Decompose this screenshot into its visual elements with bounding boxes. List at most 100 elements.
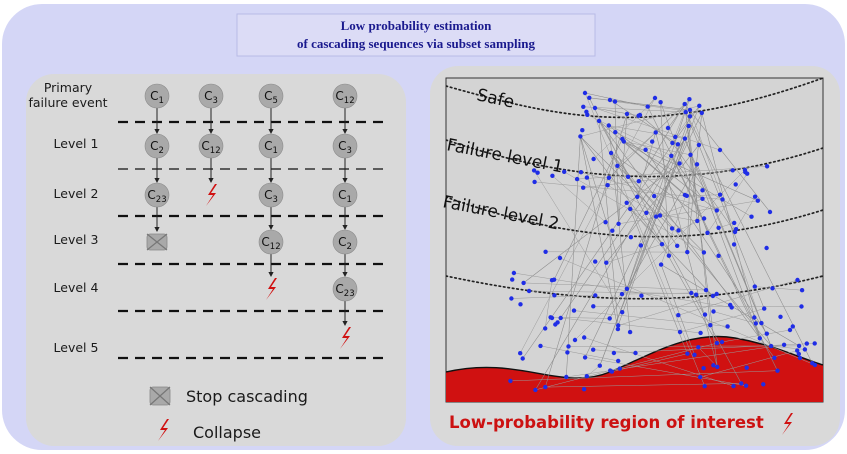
sample-point xyxy=(550,173,555,178)
trajectory-line xyxy=(626,202,670,256)
sample-point xyxy=(612,99,618,104)
trajectory-line xyxy=(580,105,700,137)
sample-point xyxy=(778,314,783,319)
sample-point xyxy=(627,329,633,335)
sample-point xyxy=(708,323,713,328)
sample-point xyxy=(572,337,578,343)
trajectory-line xyxy=(672,142,736,233)
sample-point xyxy=(714,291,719,297)
collapse-icon xyxy=(782,413,793,435)
sample-point xyxy=(804,341,809,346)
component-label: C12 xyxy=(335,89,354,106)
sample-point xyxy=(593,293,598,298)
sample-point xyxy=(518,351,523,356)
sample-point xyxy=(764,164,770,169)
trajectory-line xyxy=(587,114,672,157)
sample-point xyxy=(585,112,590,118)
sample-point xyxy=(616,221,621,226)
trajectory-line xyxy=(566,136,581,378)
trajectory-line xyxy=(535,138,686,391)
sample-point xyxy=(652,95,658,101)
sample-point xyxy=(606,175,612,180)
sample-point xyxy=(695,218,700,224)
sample-point xyxy=(582,90,588,96)
sample-point xyxy=(796,351,801,357)
trajectory-line xyxy=(560,317,701,334)
level-label-1: Level 1 xyxy=(54,136,99,151)
legend-stop: Stop cascading xyxy=(149,386,308,406)
sample-point xyxy=(795,348,800,353)
trajectory-line xyxy=(534,181,723,200)
sample-point xyxy=(744,365,749,370)
sample-point xyxy=(673,134,678,140)
cascade-arrow xyxy=(342,108,348,134)
component-node: C2 xyxy=(144,133,170,159)
sample-point xyxy=(781,342,787,347)
lightning-icon xyxy=(158,419,169,441)
sample-point xyxy=(696,345,701,350)
sample-point xyxy=(653,130,658,135)
sample-point xyxy=(628,235,634,240)
sample-point xyxy=(533,387,538,393)
component-label: C1 xyxy=(150,89,164,106)
sample-point xyxy=(716,225,721,230)
sample-point xyxy=(581,104,586,110)
sample-point xyxy=(582,335,587,340)
cascade-arrow xyxy=(268,254,274,277)
component-node: C3 xyxy=(198,83,224,109)
sample-point xyxy=(753,321,758,326)
sample-point xyxy=(584,175,590,180)
trajectory-line xyxy=(655,132,718,367)
component-node: C1 xyxy=(144,83,170,109)
trajectory-line xyxy=(685,112,698,222)
trajectory-line xyxy=(594,107,639,116)
component-label: C1 xyxy=(264,139,278,156)
trajectory-line xyxy=(519,97,656,354)
trajectory-line xyxy=(584,92,705,387)
trajectory-line xyxy=(686,194,721,197)
component-node: C12 xyxy=(332,83,358,109)
sample-point xyxy=(593,259,598,264)
trajectory-line xyxy=(606,144,700,263)
sample-point xyxy=(615,163,620,168)
sample-point xyxy=(768,343,774,349)
sample-point xyxy=(799,288,805,293)
sample-point xyxy=(755,198,760,203)
sample-point xyxy=(543,326,548,331)
component-node: C23 xyxy=(144,182,170,208)
sample-point xyxy=(731,383,736,389)
sample-point xyxy=(797,355,803,361)
title-box: Low probability estimation of cascading … xyxy=(236,13,596,57)
sample-point xyxy=(643,147,648,152)
trajectory-line xyxy=(533,170,623,313)
cascade-panel: Primary failure event Level 1 Level 2 Le… xyxy=(26,74,406,446)
sample-point xyxy=(772,355,777,360)
sample-point xyxy=(730,168,735,173)
sample-point xyxy=(742,167,748,173)
trajectory-line xyxy=(689,109,736,233)
trajectory-line xyxy=(618,295,713,326)
trajectory-line xyxy=(614,101,619,224)
trajectory-line xyxy=(629,208,688,354)
trajectory-line xyxy=(615,131,680,164)
trajectory-line xyxy=(583,106,686,113)
sample-point xyxy=(720,197,725,202)
sample-point xyxy=(705,230,710,235)
trajectory-line xyxy=(678,218,705,231)
component-label: C3 xyxy=(204,89,218,106)
sample-point xyxy=(694,162,700,167)
sample-point xyxy=(584,374,589,379)
sample-point xyxy=(591,347,596,352)
sample-point xyxy=(752,284,757,289)
trajectory-line xyxy=(713,311,756,324)
trajectory-line xyxy=(618,113,628,224)
component-label: C12 xyxy=(201,139,220,156)
sample-point xyxy=(591,304,596,309)
safe-boundary xyxy=(446,78,823,119)
component-node: C2 xyxy=(332,229,358,255)
sample-point xyxy=(652,193,657,199)
level-label-2: Level 2 xyxy=(54,186,99,201)
sample-point xyxy=(696,142,702,148)
component-label: C3 xyxy=(338,139,352,156)
sample-points xyxy=(508,90,818,393)
